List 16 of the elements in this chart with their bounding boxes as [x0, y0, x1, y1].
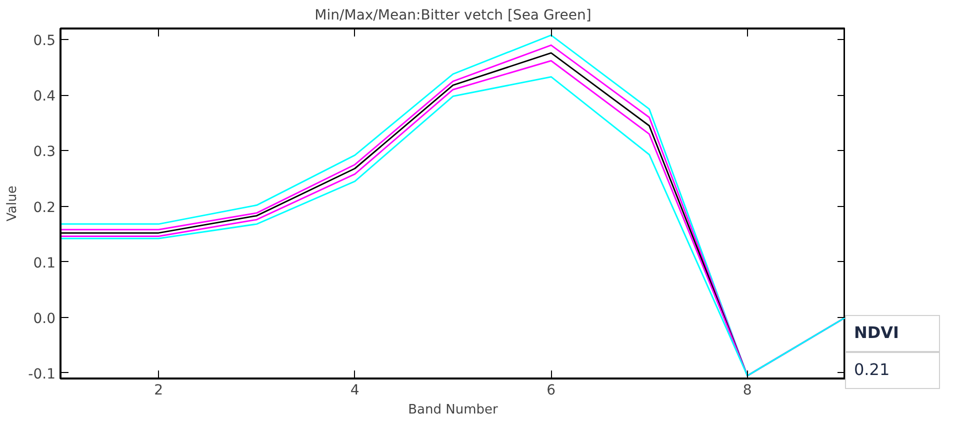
x-axis-title: Band Number — [408, 402, 499, 418]
x-tick-label: 2 — [154, 382, 164, 398]
y-tick-label: 0.2 — [33, 200, 56, 216]
chart-title: Min/Max/Mean:Bitter vetch [Sea Green] — [314, 8, 592, 24]
y-tick-label: -0.1 — [28, 366, 56, 382]
x-tick-label: 8 — [742, 382, 752, 398]
x-tick-label: 6 — [546, 382, 556, 398]
y-tick-label: 0.1 — [33, 255, 56, 272]
text: 0.21 — [845, 352, 940, 389]
y-tick-label: 0.3 — [33, 144, 56, 160]
x-tick-label: 4 — [350, 382, 360, 398]
text: NDVI — [845, 315, 940, 352]
y-tick-label: 0.4 — [33, 88, 56, 105]
y-tick-label: 0.0 — [33, 310, 56, 327]
y-tick-label: 0.5 — [33, 33, 56, 50]
y-axis-title: Value — [5, 186, 20, 222]
